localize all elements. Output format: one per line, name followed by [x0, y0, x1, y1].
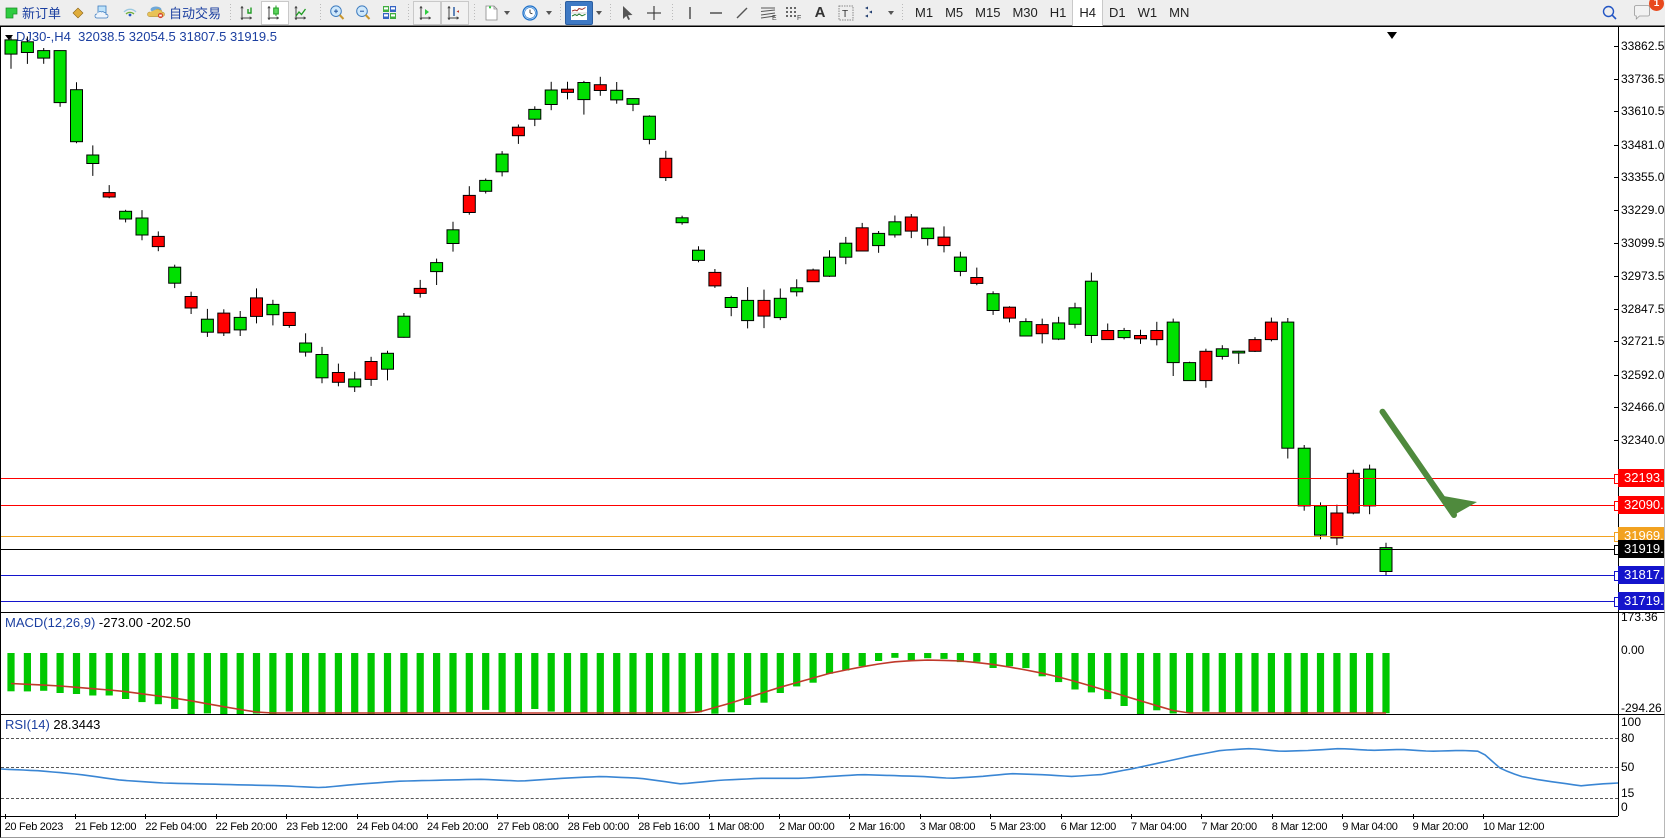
svg-text:T: T: [842, 9, 848, 20]
svg-text:F: F: [797, 15, 801, 21]
svg-text:E: E: [772, 15, 777, 21]
